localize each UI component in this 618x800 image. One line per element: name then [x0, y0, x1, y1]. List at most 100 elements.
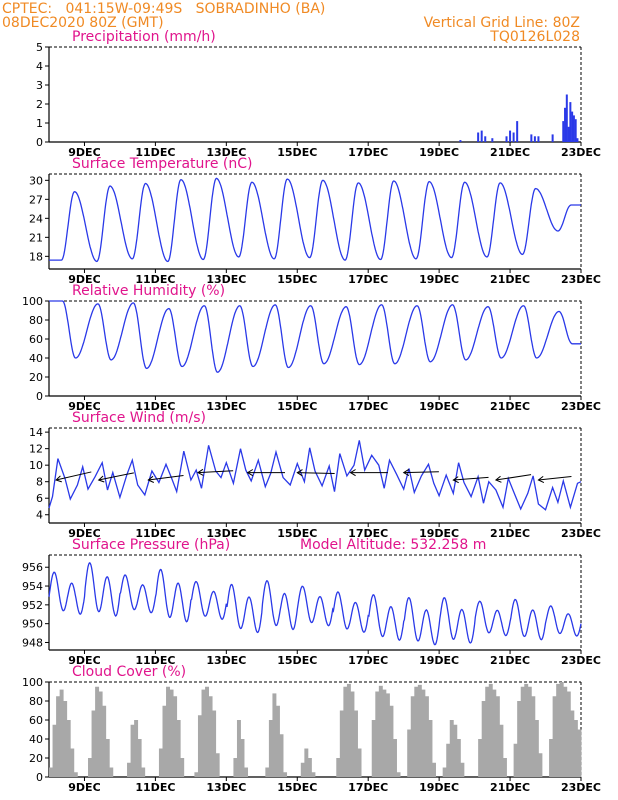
cloud-bar — [428, 720, 433, 777]
y-tick-label: 100 — [22, 676, 43, 689]
y-tick-label: 80 — [29, 695, 43, 708]
y-tick-label: 20 — [29, 752, 43, 765]
cloud-bar — [336, 758, 341, 777]
cloud-bar — [98, 691, 103, 777]
x-tick-label: 9DEC — [68, 273, 100, 286]
cloud-bar — [432, 762, 436, 777]
y-tick-label: 21 — [29, 231, 43, 244]
humidity-line — [49, 300, 581, 373]
wind-vector — [197, 470, 234, 474]
precip-bar — [562, 121, 565, 142]
x-tick-label: 21DEC — [490, 273, 530, 286]
wind-vector-head — [55, 475, 62, 483]
panel-title: Relative Humidity (%) — [72, 283, 225, 299]
y-tick-label: 18 — [29, 250, 43, 263]
precip-bar — [484, 136, 487, 142]
panel-title: Surface Wind (m/s) — [72, 410, 206, 426]
cloud-bar — [492, 689, 497, 777]
x-tick-label: 15DEC — [277, 273, 317, 286]
x-tick-label: 13DEC — [206, 273, 246, 286]
y-tick-label: 5 — [36, 41, 43, 54]
x-tick-label: 21DEC — [490, 400, 530, 413]
precip-bar — [533, 136, 536, 142]
cloud-bar — [49, 767, 53, 777]
y-tick-label: 4 — [36, 60, 43, 73]
x-tick-label: 13DEC — [206, 400, 246, 413]
y-tick-label: 8 — [36, 476, 43, 489]
y-tick-label: 2 — [36, 98, 43, 111]
y-tick-label: 80 — [29, 314, 43, 327]
cloud-bar — [102, 705, 107, 777]
cloud-bar — [212, 710, 217, 777]
cloud-bar — [375, 691, 380, 777]
cloud-bar — [449, 720, 454, 777]
cloud-bar — [531, 696, 536, 777]
cloud-bar — [66, 720, 71, 777]
cloud-bar — [453, 724, 458, 777]
precip-bar — [569, 102, 572, 142]
precip-bar — [480, 130, 483, 142]
cloud-bar — [410, 696, 415, 777]
x-tick-label: 23DEC — [561, 781, 601, 794]
y-tick-label: 3 — [36, 79, 43, 92]
x-tick-label: 15DEC — [277, 400, 317, 413]
cloud-bar — [559, 682, 564, 777]
panel-title: Cloud Cover (%) — [72, 664, 186, 680]
x-tick-label: 9DEC — [68, 654, 100, 667]
x-tick-label: 9DEC — [68, 400, 100, 413]
cloud-bar — [389, 705, 394, 777]
x-tick-label: 17DEC — [348, 781, 388, 794]
x-tick-label: 11DEC — [135, 400, 175, 413]
precip-bar — [565, 94, 568, 142]
cloud-bar — [194, 772, 199, 777]
x-tick-label: 15DEC — [277, 781, 317, 794]
cloud-bar — [442, 767, 447, 777]
x-tick-label: 21DEC — [490, 781, 530, 794]
wind-vector-head — [494, 475, 502, 483]
x-tick-label: 11DEC — [135, 654, 175, 667]
panel-title: Surface Temperature (nC) — [72, 156, 253, 172]
x-tick-label: 19DEC — [419, 527, 459, 540]
x-tick-label: 17DEC — [348, 527, 388, 540]
cloud-bar — [407, 729, 412, 777]
wind-vector-head — [349, 469, 356, 477]
cloud-bar — [563, 686, 568, 777]
run-code: TQ0126L028 — [490, 29, 580, 45]
cloud-bar — [59, 689, 64, 777]
cloud-bar — [56, 696, 61, 777]
cloud-bar — [88, 758, 92, 777]
pressure-line — [48, 562, 582, 646]
cloud-bar — [573, 720, 578, 777]
cloud-bar — [488, 683, 493, 777]
y-tick-label: 952 — [22, 599, 43, 612]
cloud-bar — [169, 689, 174, 777]
cloud-bar — [424, 696, 429, 777]
cloud-bar — [137, 739, 142, 777]
wind-vector — [148, 475, 184, 481]
cloud-bar — [396, 772, 401, 777]
cloud-bar — [73, 772, 78, 777]
cloud-bar — [556, 683, 561, 777]
cloud-bar — [527, 686, 532, 777]
cloud-bar — [343, 686, 348, 777]
station-header: CPTEC: 041:15W-09:49S SOBRADINHO (BA) — [2, 1, 326, 17]
cloud-bar — [162, 705, 167, 777]
cloud-bar — [91, 710, 96, 777]
y-tick-label: 0 — [36, 136, 43, 149]
y-tick-label: 20 — [29, 371, 43, 384]
precip-bar — [477, 132, 480, 142]
y-tick-label: 60 — [29, 714, 43, 727]
x-tick-label: 19DEC — [419, 654, 459, 667]
cloud-bar — [524, 683, 529, 777]
cloud-bar — [382, 689, 387, 777]
y-tick-label: 948 — [22, 636, 43, 649]
x-tick-label: 23DEC — [561, 527, 601, 540]
cloud-bar — [485, 686, 490, 777]
cloud-bar — [354, 710, 358, 777]
precip-bar — [576, 138, 579, 142]
wind-vector-head — [147, 475, 155, 483]
y-tick-label: 100 — [22, 295, 43, 308]
x-tick-label: 15DEC — [277, 527, 317, 540]
precip-bar — [567, 126, 570, 142]
